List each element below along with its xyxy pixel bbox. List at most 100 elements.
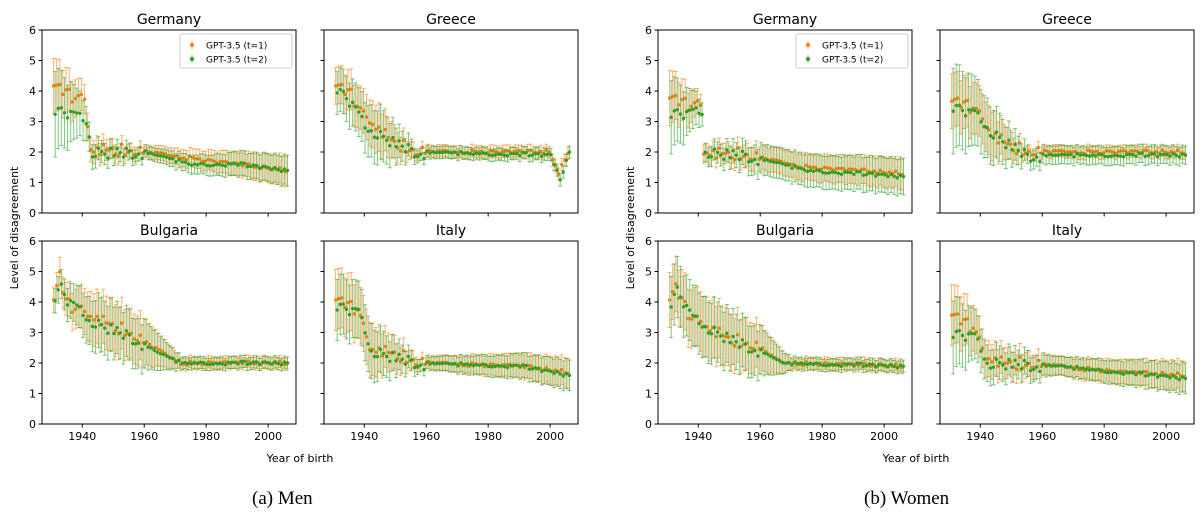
data-point — [1008, 142, 1013, 146]
data-point — [1072, 155, 1076, 159]
data-point — [175, 154, 180, 158]
x-tick-label: 1980 — [192, 430, 220, 443]
data-point — [101, 142, 105, 147]
data-point — [468, 363, 473, 367]
data-point — [78, 111, 82, 116]
data-point — [714, 334, 718, 339]
figure-canvas: Level of disagreement Year of birth German… — [8, 12, 1195, 465]
data-point — [1106, 370, 1110, 375]
y-tick-label: 0 — [29, 207, 36, 220]
data-point — [1107, 149, 1112, 153]
data-point — [147, 342, 152, 347]
data-point — [375, 136, 380, 140]
y-tick-label: 3 — [645, 116, 652, 129]
data-point — [980, 117, 985, 121]
data-point — [377, 125, 381, 129]
data-point — [276, 167, 280, 172]
data-point — [206, 360, 211, 364]
data-point — [999, 133, 1003, 137]
data-point — [340, 296, 344, 300]
x-tick-label: 1960 — [746, 430, 774, 443]
data-point — [453, 150, 457, 154]
data-point — [841, 166, 845, 171]
data-point — [400, 144, 404, 148]
data-point — [737, 345, 742, 349]
data-point — [1124, 370, 1129, 374]
data-point — [756, 354, 760, 358]
data-point — [79, 92, 84, 97]
data-point — [185, 157, 189, 162]
data-point — [146, 151, 150, 156]
data-point — [895, 366, 899, 370]
data-point — [667, 96, 672, 100]
data-point — [505, 154, 510, 158]
series-t2 — [951, 63, 1188, 172]
data-point — [725, 148, 729, 152]
data-point — [999, 355, 1003, 359]
data-point — [501, 149, 505, 154]
data-point — [1100, 368, 1104, 372]
data-point — [833, 170, 838, 175]
data-point — [982, 125, 986, 129]
data-point — [132, 152, 136, 157]
data-point — [1032, 367, 1036, 372]
y-tick-label: 5 — [645, 266, 652, 279]
data-point — [360, 114, 364, 119]
data-point — [335, 308, 339, 312]
data-point — [140, 156, 144, 161]
data-point — [279, 363, 283, 367]
data-point — [99, 322, 104, 327]
x-axis-label: Year of birth — [266, 452, 334, 465]
data-point — [73, 96, 77, 101]
data-point — [1120, 149, 1124, 153]
data-point — [1028, 159, 1033, 163]
data-point — [347, 104, 352, 108]
data-point — [285, 168, 290, 173]
data-point — [963, 114, 968, 118]
data-point — [987, 357, 991, 361]
data-point — [118, 331, 122, 335]
data-point — [822, 361, 827, 365]
data-point — [1141, 148, 1146, 153]
data-point — [954, 329, 958, 334]
data-point — [226, 161, 231, 166]
data-point — [889, 172, 893, 177]
data-point — [521, 363, 525, 367]
data-point — [856, 363, 861, 368]
data-point — [892, 174, 896, 178]
data-point — [112, 331, 116, 336]
data-point — [470, 148, 474, 152]
data-point — [824, 364, 828, 368]
data-point — [104, 148, 108, 152]
data-point — [784, 163, 788, 167]
data-point — [560, 368, 564, 372]
data-point — [681, 305, 686, 309]
data-point — [1109, 370, 1113, 375]
data-point — [830, 362, 834, 367]
data-point — [957, 103, 962, 107]
data-point — [378, 129, 383, 134]
data-point — [846, 362, 850, 366]
data-point — [698, 103, 703, 107]
data-point — [743, 342, 748, 346]
data-point — [138, 333, 143, 337]
x-tick-label: 2000 — [536, 430, 564, 443]
data-point — [223, 164, 228, 168]
data-point — [966, 332, 971, 336]
data-point — [731, 334, 735, 339]
data-point — [859, 167, 864, 171]
panel-title: Italy — [1052, 223, 1082, 239]
data-point — [199, 161, 203, 166]
data-point — [72, 300, 76, 305]
data-point — [120, 321, 124, 325]
data-point — [1128, 370, 1132, 375]
data-point — [1014, 367, 1019, 371]
data-point — [104, 321, 108, 325]
data-point — [901, 364, 906, 368]
data-point — [715, 150, 720, 155]
data-point — [560, 162, 564, 167]
data-point — [270, 167, 274, 172]
data-point — [818, 361, 822, 366]
data-point — [555, 370, 559, 374]
data-point — [1159, 152, 1163, 157]
